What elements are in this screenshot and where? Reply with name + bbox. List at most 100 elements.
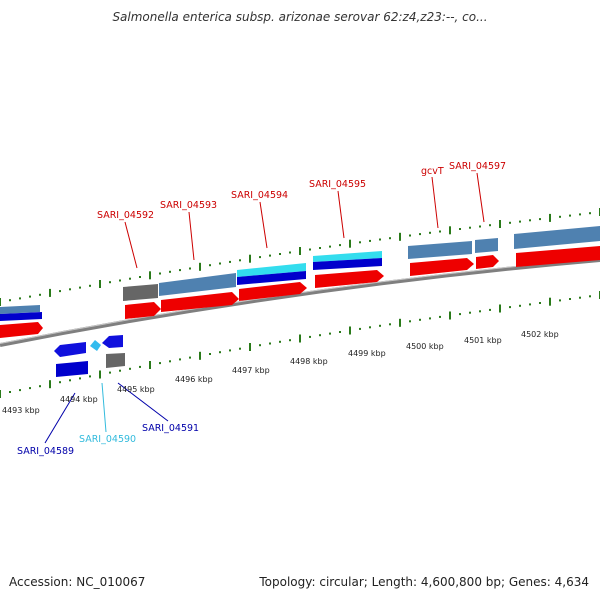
inner-minor-tick [289, 339, 291, 342]
label-sari-04593[interactable]: SARI_04593 [160, 200, 217, 211]
inner-minor-tick [209, 353, 211, 355]
inner-major-tick [549, 297, 551, 306]
outer-minor-tick [259, 256, 261, 259]
gene-gcvt[interactable] [408, 241, 472, 259]
inner-minor-tick [459, 313, 461, 316]
inner-minor-tick [109, 371, 111, 374]
outer-minor-tick [539, 218, 541, 221]
label-sari-04594[interactable]: SARI_04594 [231, 190, 288, 201]
inner-minor-tick [59, 381, 61, 384]
inner-minor-tick [9, 391, 11, 393]
inner-minor-tick [389, 323, 391, 326]
gene-sari-04595-cds[interactable] [315, 270, 384, 288]
outer-minor-tick [119, 279, 121, 282]
gene-sari-04591-arrow[interactable] [102, 335, 123, 348]
gene-sari-04592-gray[interactable] [123, 284, 158, 301]
inner-minor-tick [89, 375, 91, 378]
gene-sari-04590[interactable] [90, 340, 101, 351]
inner-minor-tick [279, 340, 281, 343]
outer-minor-tick [519, 220, 521, 223]
label-sari-04597[interactable]: SARI_04597 [449, 161, 506, 172]
scale-label-4496: 4496 kbp [175, 375, 213, 384]
inner-major-tick [399, 318, 401, 327]
gene-sari-04594-cyan[interactable] [237, 263, 306, 277]
outer-minor-tick [479, 225, 481, 228]
outer-minor-tick [179, 269, 181, 272]
label-sari-04595[interactable]: SARI_04595 [309, 179, 366, 190]
gene-gcvt-cds[interactable] [410, 258, 474, 276]
gene-sari-04597[interactable] [475, 238, 498, 253]
inner-minor-tick [79, 377, 81, 380]
inner-tick-track [0, 291, 600, 398]
outer-minor-tick [589, 212, 591, 215]
inner-minor-tick [269, 342, 271, 345]
inner-minor-tick [569, 298, 571, 300]
outer-minor-tick [29, 295, 31, 298]
gene-sari-04592-cds[interactable] [125, 302, 161, 319]
outer-major-tick [549, 213, 551, 222]
inner-minor-tick [509, 306, 511, 309]
inner-minor-tick [309, 335, 311, 338]
label-sari-04591[interactable]: SARI_04591 [142, 423, 199, 434]
outer-minor-tick [409, 234, 411, 237]
scale-label-4494: 4494 kbp [60, 395, 98, 404]
scale-label-4501: 4501 kbp [464, 336, 502, 345]
outer-minor-tick [319, 247, 321, 249]
gene-right-partial[interactable] [514, 226, 600, 249]
partial-gene-left[interactable] [0, 305, 40, 314]
partial-gene-left-blue[interactable] [0, 312, 42, 321]
outer-major-tick [99, 280, 101, 288]
inner-minor-tick [479, 310, 481, 313]
outer-minor-tick [109, 281, 111, 284]
gene-sari-04595-cyan[interactable] [313, 251, 382, 262]
outer-minor-tick [159, 272, 161, 275]
partial-cds-left[interactable] [0, 322, 43, 338]
inner-minor-tick [519, 304, 521, 307]
outer-minor-tick [39, 293, 41, 296]
gene-sari-04593[interactable] [159, 273, 236, 296]
inner-minor-tick [489, 308, 491, 311]
outer-minor-tick [139, 276, 141, 278]
outer-major-tick [499, 220, 501, 228]
gene-sari-04589-arrow[interactable] [54, 342, 86, 357]
outer-minor-tick [339, 244, 341, 247]
outer-major-tick [0, 298, 1, 306]
gene-sari-04593-cds[interactable] [161, 292, 239, 312]
outer-minor-tick [129, 277, 131, 280]
outer-minor-tick [189, 267, 191, 270]
inner-minor-tick [369, 326, 371, 329]
gene-right-partial-cds[interactable] [516, 246, 600, 267]
gene-sari-04594-blue[interactable] [237, 271, 306, 285]
gene-sari-04589-cds[interactable] [56, 361, 88, 377]
gene-sari-04594-cds[interactable] [239, 282, 307, 301]
accession-text: Accession: NC_010067 [9, 575, 146, 589]
outer-minor-tick [529, 219, 531, 222]
outer-minor-tick [169, 270, 171, 273]
gene-sari-04597-cds[interactable] [476, 255, 499, 269]
label-sari-04592[interactable]: SARI_04592 [97, 210, 154, 221]
inner-minor-tick [539, 302, 541, 304]
inner-minor-tick [589, 295, 591, 298]
inner-minor-tick [469, 311, 471, 314]
gene-sari-04595-blue[interactable] [313, 258, 382, 270]
outer-major-tick [299, 247, 301, 255]
inner-major-tick [249, 343, 251, 351]
inner-minor-tick [139, 365, 141, 368]
inner-minor-tick [179, 358, 181, 361]
inner-major-tick [349, 326, 351, 335]
scale-label-4500: 4500 kbp [406, 342, 444, 351]
outer-minor-tick [219, 262, 221, 265]
outer-minor-tick [359, 241, 361, 244]
outer-minor-tick [379, 238, 381, 241]
inner-minor-tick [529, 303, 531, 306]
inner-minor-tick [359, 327, 361, 330]
label-gcvt[interactable]: gcvT [421, 166, 444, 177]
scale-label-4499: 4499 kbp [348, 349, 386, 358]
outer-major-tick [49, 288, 51, 297]
outer-minor-tick [279, 253, 281, 255]
label-sari-04590[interactable]: SARI_04590 [79, 434, 136, 445]
gene-sari-04591-gray[interactable] [106, 353, 125, 368]
label-sari-04589[interactable]: SARI_04589 [17, 446, 74, 457]
outer-major-tick [199, 262, 201, 271]
